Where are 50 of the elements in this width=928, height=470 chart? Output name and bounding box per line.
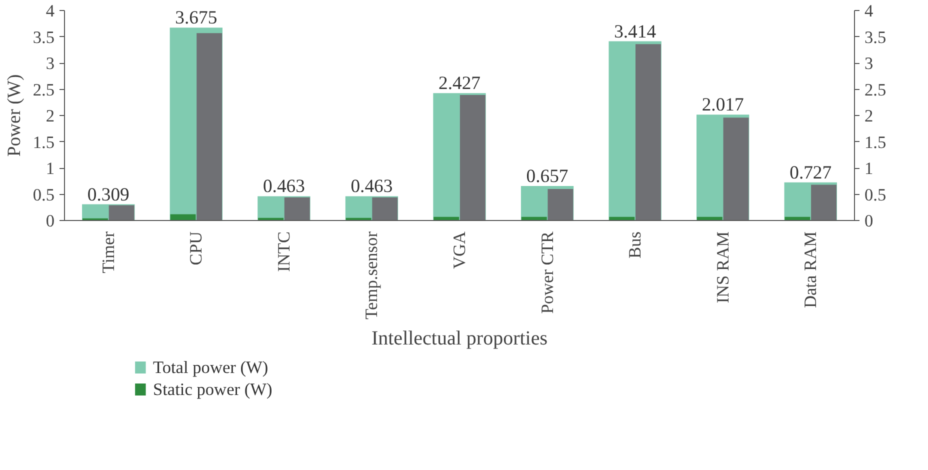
y2-tick-label: 0.5 <box>864 185 886 204</box>
data-label: 2.427 <box>438 73 480 94</box>
data-label: 3.414 <box>614 21 657 42</box>
bar <box>635 44 661 220</box>
x-tick-label: Timer <box>98 231 118 274</box>
y-tick-label: 1 <box>46 159 55 178</box>
y-tick-label: 3.5 <box>32 28 55 47</box>
y-tick-label: 2 <box>46 106 55 126</box>
data-label: 3.675 <box>175 8 218 29</box>
y2-tick-label: 2.5 <box>864 80 886 100</box>
x-tick-label: INTC <box>274 231 294 272</box>
y2-tick-label: 1.5 <box>864 132 886 152</box>
bar <box>108 205 134 220</box>
data-label: 0.727 <box>790 162 832 184</box>
y-tick-label: 3 <box>46 54 55 73</box>
x-tick-label: CPU <box>186 231 206 266</box>
y-tick-label: 0 <box>46 212 55 230</box>
y2-tick-label: 3 <box>864 54 874 73</box>
x-axis-title: Intellectual proporties <box>371 327 548 350</box>
y-tick-label: 1.5 <box>32 132 55 152</box>
x-tick-label: Bus <box>626 231 645 258</box>
x-tick-label: Power CTR <box>538 231 557 314</box>
x-tick-label: Data RAM <box>801 231 820 308</box>
bar <box>284 197 310 220</box>
bar <box>723 118 749 220</box>
bar <box>460 95 486 220</box>
bar <box>372 197 398 220</box>
y2-tick-label: 1 <box>864 159 874 178</box>
bar <box>548 189 574 220</box>
x-tick-label: VGA <box>450 231 469 270</box>
data-label: 0.463 <box>350 176 393 198</box>
y2-tick-label: 0 <box>864 212 874 230</box>
legend-label: Total power (W) <box>152 358 268 377</box>
y-tick-label: 4 <box>46 2 55 20</box>
y-axis-title: Power (W) <box>4 74 25 157</box>
y-tick-label: 2.5 <box>32 80 55 100</box>
bar <box>170 214 196 220</box>
data-label: 0.309 <box>87 184 130 206</box>
x-tick-label: INS RAM <box>713 232 732 304</box>
legend-label: Static power (W) <box>152 380 272 399</box>
bar <box>196 33 222 220</box>
y2-tick-label: 4 <box>864 2 874 20</box>
data-label: 0.463 <box>262 176 305 198</box>
y2-tick-label: 3.5 <box>864 28 886 47</box>
y2-tick-label: 2 <box>864 106 874 126</box>
data-label: 2.017 <box>702 94 744 116</box>
y-tick-label: 0.5 <box>32 185 55 204</box>
data-label: 0.657 <box>526 166 568 188</box>
bar <box>811 184 837 220</box>
x-tick-label: Temp.sensor <box>362 231 382 320</box>
